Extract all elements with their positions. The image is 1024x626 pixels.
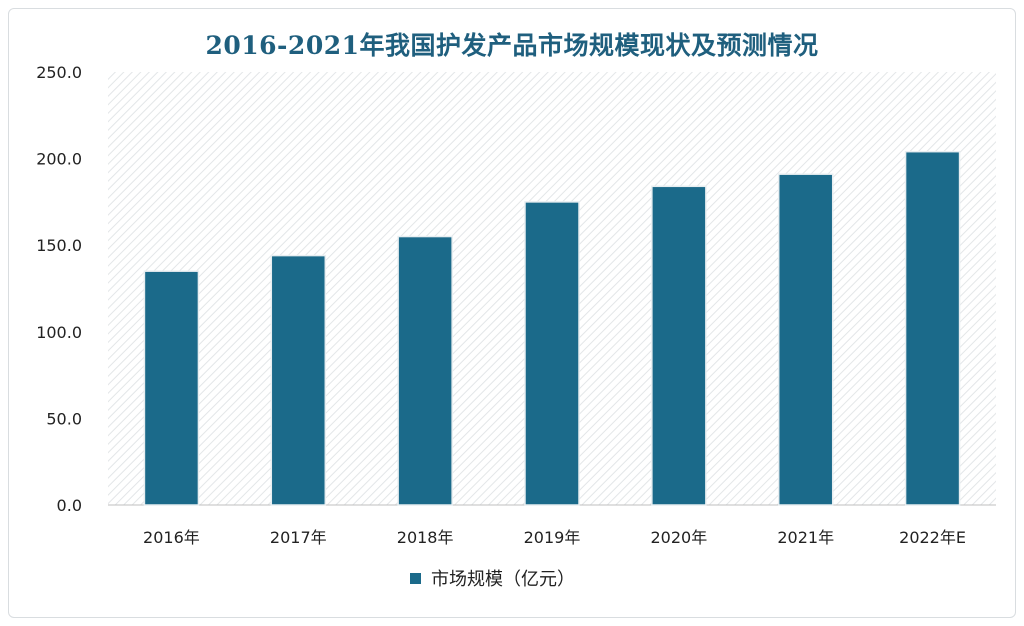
x-tick-label: 2022年E [899, 528, 966, 547]
bar [904, 150, 961, 506]
bar [524, 201, 580, 506]
x-tick-label: 2018年 [397, 528, 454, 547]
legend: 市场规模（亿元） [410, 565, 575, 591]
x-tick-label: 2019年 [524, 528, 581, 547]
x-tick-label: 2020年 [650, 528, 707, 547]
bar [397, 235, 453, 506]
y-tick-label: 250.0 [36, 63, 82, 82]
legend-swatch [410, 572, 421, 584]
legend-label: 市场规模（亿元） [431, 569, 575, 590]
x-tick-label: 2021年 [777, 528, 834, 547]
y-tick-label: 50.0 [46, 409, 82, 428]
x-tick-label: 2017年 [270, 528, 327, 547]
bar [651, 185, 707, 506]
x-tick-label: 2016年 [143, 528, 200, 547]
bar [143, 270, 200, 506]
y-tick-label: 100.0 [36, 323, 82, 342]
y-tick-label: 200.0 [36, 150, 82, 169]
bar [777, 173, 834, 506]
chart-title: 2016-2021年我国护发产品市场规模现状及预测情况 [205, 31, 819, 60]
bar [270, 254, 327, 506]
y-tick-label: 0.0 [57, 496, 82, 515]
y-tick-label: 150.0 [36, 236, 82, 255]
